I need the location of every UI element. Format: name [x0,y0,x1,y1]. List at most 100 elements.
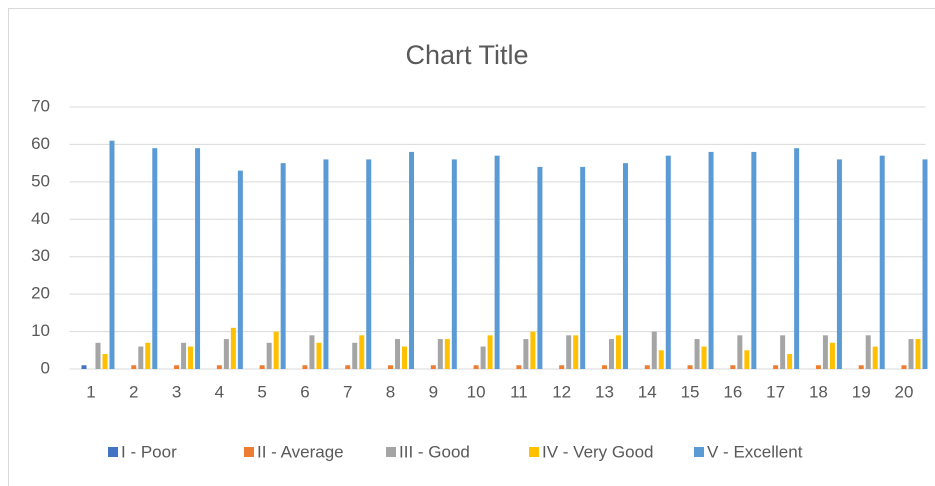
bar [266,342,272,369]
legend-swatch [244,447,254,457]
bar [601,365,607,369]
bar [359,335,365,369]
x-tick-label: 12 [552,382,571,401]
bar [223,339,229,369]
bar [751,151,757,369]
bar [865,335,871,369]
y-tick-label: 60 [31,134,50,153]
bar [138,346,144,369]
bar [573,335,579,369]
x-tick-label: 9 [429,382,438,401]
bar [644,365,650,369]
bar [316,342,322,369]
x-tick-label: 18 [809,382,828,401]
bar [665,155,671,369]
y-tick-label: 70 [31,96,50,115]
y-tick-label: 30 [31,246,50,265]
bar [402,346,408,369]
bar [773,365,779,369]
bar [580,166,586,369]
bar [701,346,707,369]
x-tick-label: 11 [510,382,528,401]
bar [787,354,793,369]
x-tick-label: 8 [386,382,395,401]
bar [608,339,614,369]
chart-title: Chart Title [405,40,528,70]
bar [901,365,907,369]
bar [530,331,536,369]
bar [566,335,572,369]
bar [780,335,786,369]
bar [309,335,315,369]
y-tick-label: 20 [31,284,50,303]
legend-label: II - Average [257,442,344,461]
bar [81,365,87,369]
legend-swatch [529,447,539,457]
bar [195,148,201,369]
bar [102,354,108,369]
chart-frame [8,8,935,486]
bar [922,159,928,369]
bar [409,151,415,369]
bar [829,342,835,369]
bar [216,365,222,369]
bar [730,365,736,369]
bar [259,365,265,369]
bar [822,335,828,369]
legend-swatch [694,447,704,457]
bar [323,159,329,369]
legend-label: IV - Very Good [542,442,654,461]
legend-swatch [386,447,396,457]
x-tick-label: 7 [343,382,352,401]
x-tick-label: 20 [895,382,914,401]
x-tick-label: 1 [86,382,95,401]
bar [473,365,479,369]
bar [451,159,457,369]
legend-label: III - Good [399,442,470,461]
bar [444,339,450,369]
bar [694,339,700,369]
bar [737,335,743,369]
bar [794,148,800,369]
x-tick-label: 15 [681,382,700,401]
y-tick-label: 40 [31,209,50,228]
bar [815,365,821,369]
y-tick-label: 0 [41,358,50,377]
bar [487,335,493,369]
bar [430,365,436,369]
bar [651,331,657,369]
x-tick-label: 3 [172,382,181,401]
legend-label: V - Excellent [707,442,803,461]
bar [908,339,914,369]
bar [174,365,180,369]
x-tick-label: 6 [300,382,309,401]
bar [537,166,543,369]
bar [494,155,500,369]
bar [188,346,194,369]
y-tick-label: 50 [31,171,50,190]
bar [858,365,864,369]
bar [237,170,243,369]
bar [872,346,878,369]
x-tick-label: 4 [215,382,224,401]
bar [388,365,394,369]
bar [915,339,921,369]
bar [658,350,664,369]
bar [708,151,714,369]
bar [687,365,693,369]
x-tick-label: 14 [638,382,657,401]
bar [480,346,486,369]
x-tick-label: 5 [257,382,266,401]
bar [345,365,351,369]
bar [230,327,236,369]
legend-label: I - Poor [121,442,177,461]
bar [559,365,565,369]
bar [836,159,842,369]
bar [352,342,358,369]
bar [95,342,101,369]
x-tick-label: 19 [852,382,871,401]
bar [280,163,286,369]
bar [302,365,308,369]
bar [622,163,628,369]
bar [145,342,151,369]
